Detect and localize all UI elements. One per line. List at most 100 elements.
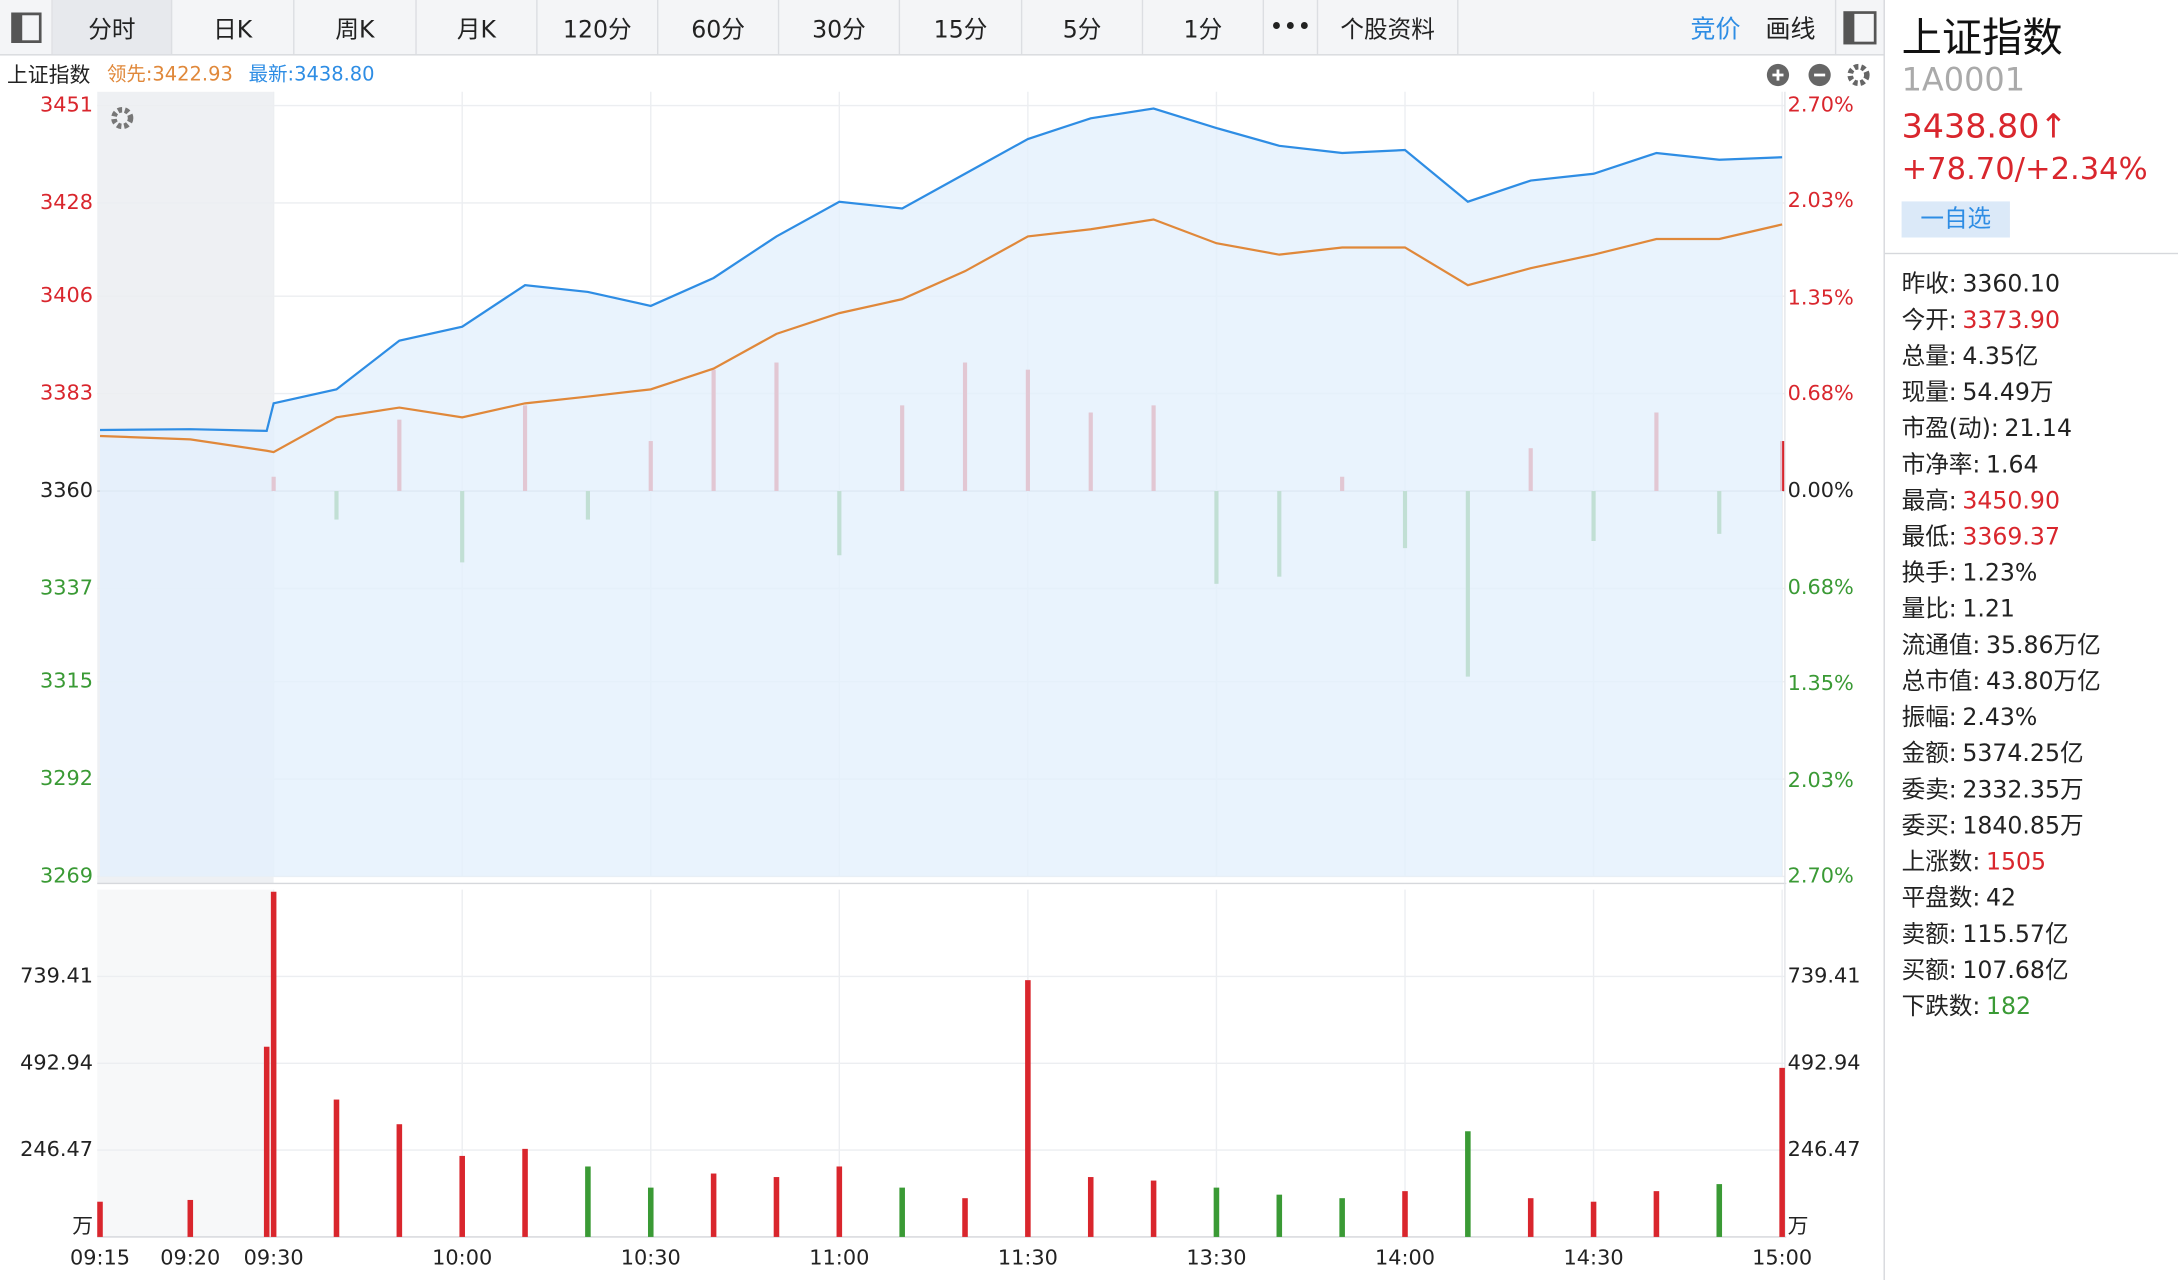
stat-label: 委买: bbox=[1901, 812, 1957, 841]
line bbox=[99, 107, 1783, 433]
volume-bar bbox=[1213, 1187, 1220, 1237]
y2-tick-label: 0.68% bbox=[1788, 575, 1854, 599]
y2-tick-label: 2.70% bbox=[1788, 863, 1854, 887]
y-tick-label: 739.41 bbox=[20, 963, 93, 987]
stat-row: 现量: 54.49万 bbox=[1902, 372, 2054, 407]
x-tick-label: 09:30 bbox=[244, 1245, 304, 1269]
line bbox=[99, 218, 1783, 454]
stat-row: 总量: 4.35亿 bbox=[1902, 336, 2039, 371]
toolbar-right: 竞价 画线 bbox=[1690, 0, 1834, 54]
stat-value: 3360.10 bbox=[1962, 270, 2060, 299]
toolbar-button[interactable]: 画线 bbox=[1765, 14, 1816, 44]
stat-value: 2332.35万 bbox=[1962, 776, 2084, 805]
indicator-bar bbox=[1780, 441, 1785, 492]
volume-bar bbox=[585, 1166, 591, 1237]
stat-row: 换手: 1.23% bbox=[1902, 553, 2038, 588]
zoom-controls bbox=[1766, 63, 1870, 87]
volume-bar bbox=[962, 1198, 968, 1237]
volume-bar bbox=[187, 1199, 194, 1237]
sidebar-toggle[interactable] bbox=[0, 0, 53, 55]
volume-bar bbox=[1087, 1177, 1094, 1237]
stat-value: 21.14 bbox=[2004, 415, 2072, 444]
stat-row: 上涨数: 1505 bbox=[1902, 842, 2046, 877]
volume-bar bbox=[899, 1187, 905, 1237]
stat-row: 市盈(动): 21.14 bbox=[1902, 408, 2072, 443]
volume-bar bbox=[1276, 1194, 1283, 1237]
y-tick-label: 3406 bbox=[40, 283, 93, 307]
volume-bar bbox=[710, 1173, 717, 1237]
x-tick-label: 14:30 bbox=[1564, 1245, 1624, 1269]
tab[interactable]: 120分 bbox=[538, 0, 659, 55]
y2-tick-label: 0.68% bbox=[1788, 381, 1854, 405]
y2-tick-label: 246.47 bbox=[1788, 1137, 1861, 1161]
x-tick-label: 11:00 bbox=[809, 1245, 869, 1269]
stock-change: +78.70/+2.34% bbox=[1901, 152, 2148, 188]
tab[interactable]: 60分 bbox=[658, 0, 780, 55]
stat-label: 量比: bbox=[1901, 595, 1957, 624]
legend-item: 领先:3422.93 bbox=[106, 63, 233, 87]
stat-row: 振幅: 2.43% bbox=[1902, 697, 2038, 732]
stat-value: 2.43% bbox=[1962, 704, 2038, 733]
x-tick-label: 10:00 bbox=[432, 1245, 492, 1269]
stat-value: 4.35亿 bbox=[1962, 343, 2039, 371]
stat-label: 振幅: bbox=[1901, 704, 1957, 733]
tab[interactable]: 1分 bbox=[1143, 0, 1265, 55]
stat-label: 买额: bbox=[1901, 957, 1957, 985]
stat-row: 量比: 1.21 bbox=[1902, 589, 2015, 624]
legend-row: 上证指数 领先:3422.93 最新:3438.80 bbox=[0, 55, 1884, 92]
tab[interactable]: 5分 bbox=[1022, 0, 1144, 55]
tab[interactable]: 分时 bbox=[52, 0, 173, 55]
y-tick-label: 3315 bbox=[40, 669, 93, 693]
stat-label: 平盘数: bbox=[1901, 884, 1981, 913]
y-tick-label: 3269 bbox=[40, 863, 93, 887]
y2-tick-label: 2.03% bbox=[1788, 768, 1854, 792]
tab[interactable]: 周K bbox=[294, 0, 417, 55]
stat-row: 金额: 5374.25亿 bbox=[1902, 733, 2084, 768]
stock-price: 3438.80↑ bbox=[1901, 106, 2068, 146]
volume-bar bbox=[1339, 1198, 1345, 1237]
stat-row: 平盘数: 42 bbox=[1902, 878, 2016, 913]
volume-bar bbox=[396, 1124, 403, 1237]
tab[interactable]: 30分 bbox=[779, 0, 901, 55]
volume-bar bbox=[1527, 1198, 1534, 1237]
panel-toggle[interactable] bbox=[1834, 0, 1884, 55]
volume-bar bbox=[97, 1201, 103, 1237]
chart-title: 上证指数 bbox=[6, 62, 91, 88]
tab[interactable]: 日K bbox=[172, 0, 295, 55]
volume-bar bbox=[1779, 1067, 1785, 1237]
y2-tick-label: 1.35% bbox=[1788, 671, 1854, 695]
stat-value: 42 bbox=[1985, 884, 2017, 913]
stat-label: 委卖: bbox=[1901, 776, 1957, 805]
stat-label: 流通值: bbox=[1901, 632, 1981, 660]
volume-bar bbox=[270, 891, 277, 1237]
stat-label: 现量: bbox=[1901, 379, 1957, 407]
tab[interactable]: ••• bbox=[1264, 0, 1319, 55]
settings[interactable] bbox=[1847, 63, 1870, 87]
stat-row: 卖额: 115.57亿 bbox=[1902, 914, 2069, 949]
stat-value: 115.57亿 bbox=[1962, 920, 2069, 949]
volume-bar bbox=[647, 1187, 654, 1237]
icon bbox=[1843, 10, 1877, 44]
tab[interactable]: 月K bbox=[417, 0, 538, 55]
stat-label: 最高: bbox=[1901, 487, 1957, 516]
x-tick-label: 09:20 bbox=[160, 1245, 220, 1269]
icon bbox=[10, 11, 41, 43]
tab[interactable]: 个股资料 bbox=[1318, 0, 1459, 55]
stat-value: 1.23% bbox=[1962, 559, 2038, 588]
stat-value: 1.21 bbox=[1962, 595, 2015, 624]
stat-label: 今开: bbox=[1901, 306, 1957, 335]
stat-row: 今开: 3373.90 bbox=[1902, 300, 2060, 335]
toolbar-button[interactable]: 竞价 bbox=[1690, 14, 1741, 44]
watchlist-button[interactable]: 一自选 bbox=[1901, 201, 2010, 238]
y-tick-label: 246.47 bbox=[20, 1137, 93, 1161]
y-tick-label: 3360 bbox=[40, 478, 93, 502]
tab[interactable]: 15分 bbox=[900, 0, 1023, 55]
sidebar: 上证指数 1A0001 3438.80↑ +78.70/+2.34% 一自选 昨… bbox=[1883, 0, 2178, 1280]
stat-row: 昨收: 3360.10 bbox=[1902, 264, 2060, 299]
volume-bar bbox=[1716, 1184, 1723, 1237]
stat-value: 43.80万亿 bbox=[1985, 668, 2101, 696]
divider bbox=[1884, 252, 2178, 255]
y2-tick-label: 万 bbox=[1788, 1214, 1809, 1238]
volume-bar bbox=[333, 1099, 340, 1237]
